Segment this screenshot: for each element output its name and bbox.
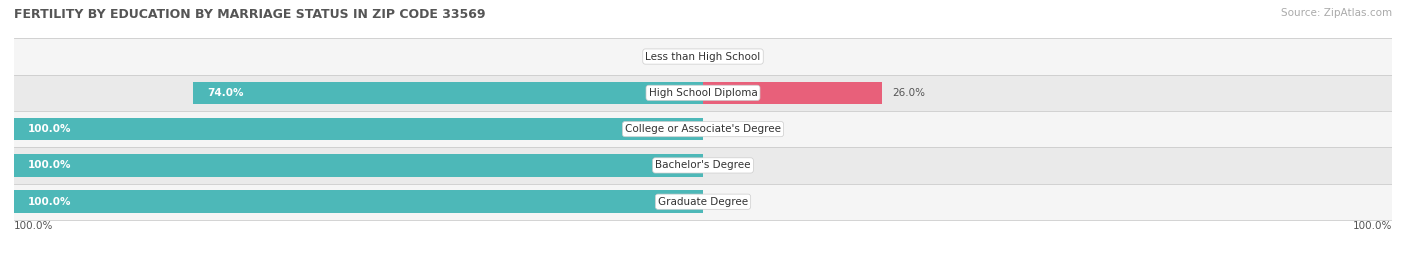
Text: 100.0%: 100.0% [28, 160, 72, 171]
Bar [14, 75, 1392, 111]
Bar [14, 118, 703, 140]
Text: High School Diploma: High School Diploma [648, 88, 758, 98]
Bar [703, 82, 882, 104]
Text: 74.0%: 74.0% [207, 88, 243, 98]
Bar [193, 82, 703, 104]
Text: Less than High School: Less than High School [645, 52, 761, 62]
Text: Source: ZipAtlas.com: Source: ZipAtlas.com [1281, 8, 1392, 18]
Text: Bachelor's Degree: Bachelor's Degree [655, 160, 751, 171]
Text: College or Associate's Degree: College or Associate's Degree [626, 124, 780, 134]
Text: 100.0%: 100.0% [28, 124, 72, 134]
Text: FERTILITY BY EDUCATION BY MARRIAGE STATUS IN ZIP CODE 33569: FERTILITY BY EDUCATION BY MARRIAGE STATU… [14, 8, 485, 21]
Text: 100.0%: 100.0% [28, 197, 72, 207]
Text: 26.0%: 26.0% [893, 88, 925, 98]
Text: 0.0%: 0.0% [717, 160, 742, 171]
Text: 100.0%: 100.0% [1353, 221, 1392, 231]
Text: 0.0%: 0.0% [717, 124, 742, 134]
Text: Graduate Degree: Graduate Degree [658, 197, 748, 207]
Bar [14, 183, 1392, 220]
Text: 0.0%: 0.0% [717, 197, 742, 207]
Bar [14, 154, 703, 177]
Bar [14, 190, 703, 213]
Text: 0.0%: 0.0% [717, 52, 742, 62]
Bar [14, 111, 1392, 147]
Text: 0.0%: 0.0% [664, 52, 689, 62]
Bar [14, 38, 1392, 75]
Text: 100.0%: 100.0% [14, 221, 53, 231]
Bar [14, 147, 1392, 183]
